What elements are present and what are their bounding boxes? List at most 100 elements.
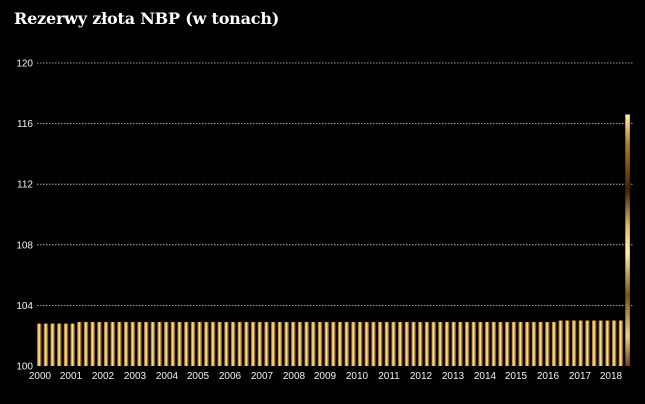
y-tick-label: 120 [16, 59, 33, 70]
bar [170, 322, 176, 366]
bar [531, 322, 537, 366]
bar [418, 322, 423, 366]
bar [230, 322, 236, 366]
bar [83, 322, 89, 366]
bar [504, 322, 510, 366]
bar [63, 323, 69, 366]
bar [451, 322, 457, 366]
bar [618, 320, 624, 366]
bar [237, 322, 243, 366]
bar [197, 322, 202, 366]
x-tick-label: 2005 [187, 371, 210, 382]
bar [184, 322, 189, 366]
bar [277, 322, 283, 366]
bar [351, 322, 356, 366]
bar [357, 322, 363, 366]
y-tick-label: 116 [17, 119, 33, 130]
x-tick-label: 2010 [346, 371, 369, 382]
bar [177, 322, 182, 366]
bar [210, 322, 216, 366]
bar [458, 322, 463, 366]
bar [551, 322, 557, 366]
bar [558, 320, 564, 366]
bar [257, 322, 263, 366]
x-tick-label: 2012 [410, 371, 433, 382]
bar [377, 322, 383, 366]
bar [491, 322, 497, 366]
bar [317, 322, 323, 366]
bar [37, 323, 42, 366]
bar [264, 322, 269, 366]
bar [103, 322, 109, 366]
x-tick-label: 2013 [442, 371, 465, 382]
bar [431, 322, 436, 366]
bar [585, 320, 590, 366]
bar [157, 322, 162, 366]
y-tick-label: 112 [17, 180, 33, 191]
bar [123, 322, 129, 366]
bar [384, 322, 390, 366]
bar [164, 322, 169, 366]
bar [224, 322, 229, 366]
bar [137, 322, 142, 366]
x-tick-label: 2011 [378, 371, 400, 382]
x-tick-label: 2000 [29, 371, 52, 382]
bar [404, 322, 410, 366]
bar [204, 322, 209, 366]
x-tick-label: 2008 [283, 371, 306, 382]
x-tick-label: 2015 [505, 371, 528, 382]
x-tick-label: 2006 [219, 371, 242, 382]
x-tick-label: 2009 [314, 371, 337, 382]
bar [591, 320, 597, 366]
bar [50, 323, 55, 366]
bar [411, 322, 416, 366]
y-tick-label: 104 [16, 301, 33, 312]
y-axis-ticks: 100 104 108 112 116 120 [16, 59, 33, 373]
bar [57, 323, 62, 366]
bar [291, 322, 296, 366]
bar [331, 322, 336, 366]
bar [391, 322, 396, 366]
bar [625, 114, 630, 366]
bar [464, 322, 470, 366]
x-tick-label: 2017 [569, 371, 592, 382]
bar [371, 322, 376, 366]
bar [90, 322, 96, 366]
bar [478, 322, 483, 366]
x-tick-label: 2002 [92, 371, 115, 382]
bar [344, 322, 350, 366]
bar [117, 322, 122, 366]
bar [297, 322, 303, 366]
chart-title: Rezerwy złota NBP (w tonach) [14, 9, 280, 28]
bar [190, 322, 196, 366]
x-tick-label: 2007 [251, 371, 274, 382]
bar [97, 322, 102, 366]
bar [525, 322, 530, 366]
bar [70, 323, 75, 366]
bar [150, 322, 156, 366]
bar [511, 322, 517, 366]
bar [571, 320, 577, 366]
bar [244, 322, 249, 366]
bar [143, 322, 149, 366]
bar [565, 320, 570, 366]
bar [311, 322, 316, 366]
y-tick-label: 100 [16, 362, 33, 373]
x-tick-label: 2003 [124, 371, 147, 382]
bar [598, 320, 604, 366]
x-tick-label: 2014 [474, 371, 497, 382]
bar [398, 322, 403, 366]
bar [611, 320, 617, 366]
bar [484, 322, 490, 366]
grid-lines [37, 62, 633, 306]
bar [130, 322, 136, 366]
bar [270, 322, 276, 366]
bar [77, 322, 82, 366]
bar [250, 322, 256, 366]
bar [538, 322, 543, 366]
x-tick-label: 2018 [600, 371, 623, 382]
bar [545, 322, 550, 366]
bar [578, 320, 584, 366]
bar [304, 322, 309, 366]
